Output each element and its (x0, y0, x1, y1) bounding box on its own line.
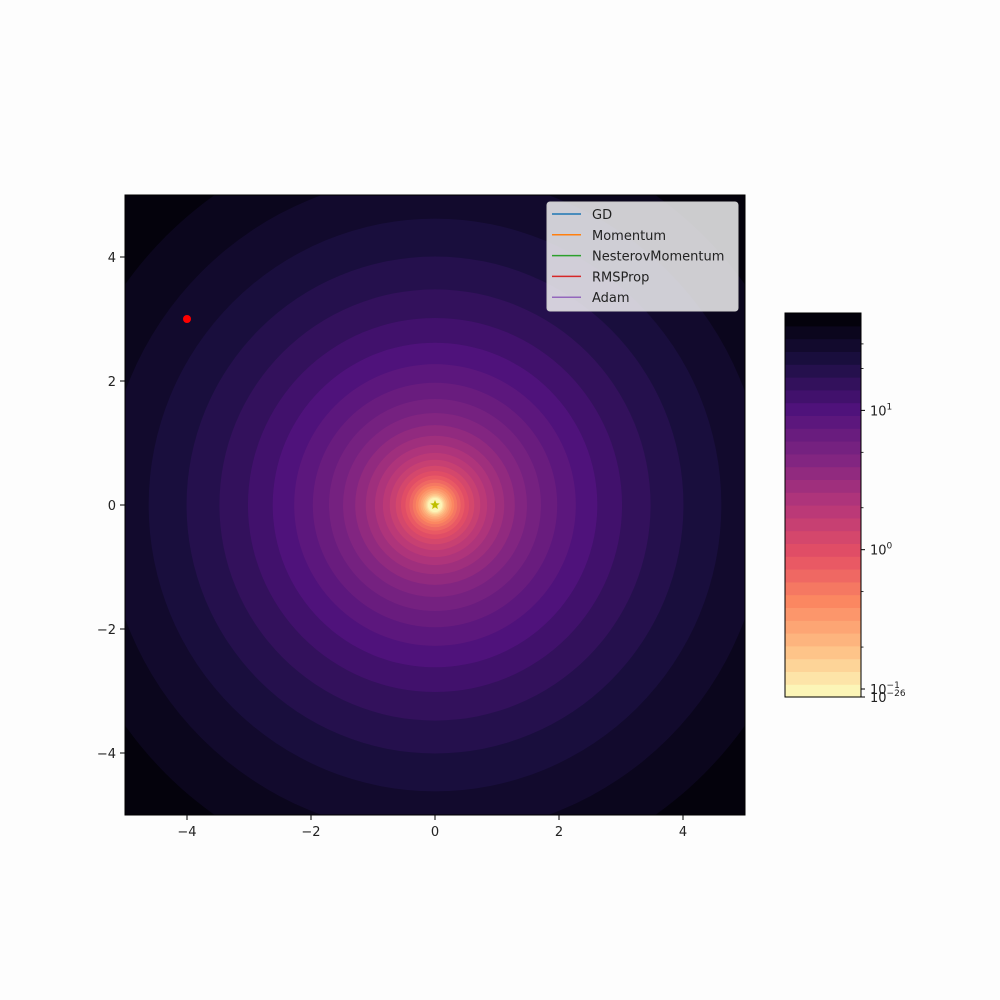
colorbar-band (785, 492, 861, 506)
colorbar-band (785, 364, 861, 378)
axes: −4 −2 0 2 4 −4 −2 0 2 4 (97, 251, 687, 840)
colorbar-band (785, 658, 861, 672)
minimum-star-marker (430, 500, 440, 510)
contour-fills (125, 195, 745, 815)
x-tick-label: 4 (679, 825, 687, 840)
colorbar-band (785, 530, 861, 544)
colorbar-band (785, 633, 861, 647)
legend-label: Momentum (592, 229, 666, 244)
colorbar-band (785, 556, 861, 570)
legend-label: RMSProp (592, 270, 649, 285)
colorbar-band (785, 441, 861, 455)
colorbar-band (785, 389, 861, 404)
markers (183, 315, 440, 510)
colorbar-band (785, 453, 861, 468)
colorbar-band (785, 351, 861, 365)
x-tick-label: −2 (301, 825, 320, 840)
y-tick-label: 4 (108, 251, 116, 266)
y-tick-label: −4 (97, 747, 116, 762)
colorbar-tick-label: 10−1 (870, 681, 900, 698)
colorbar-band (785, 505, 861, 519)
colorbar-band (785, 402, 861, 416)
colorbar-tick-label: 100 (870, 542, 893, 559)
colorbar-tick-label: 10−26 (870, 689, 906, 706)
contour-plot (124, 194, 746, 816)
colorbar-frame (784, 312, 862, 698)
x-tick-label: 0 (431, 825, 439, 840)
legend-label: Adam (592, 291, 630, 306)
colorbar-band (785, 466, 861, 480)
colorbar-band (785, 569, 861, 583)
colorbar-band (785, 671, 861, 685)
colorbar-band (785, 581, 861, 596)
colorbar-band (785, 607, 861, 621)
colorbar-band (785, 684, 861, 698)
colorbar-band (785, 594, 861, 608)
colorbar-band (785, 313, 861, 327)
legend-label: GD (592, 208, 612, 223)
colorbar-band (785, 517, 861, 532)
y-tick-label: −2 (97, 623, 116, 638)
legend: GD Momentum NesterovMomentum RMSProp Adam (546, 201, 739, 312)
y-tick-label: 2 (108, 375, 116, 390)
colorbar-band (785, 415, 861, 429)
colorbar-band (785, 377, 861, 391)
colorbar-band (785, 479, 861, 493)
legend-label: NesterovMomentum (592, 250, 724, 265)
colorbar-band (785, 428, 861, 442)
colorbar-band (785, 543, 861, 557)
colorbar: 101 100 10−110−26 (784, 312, 906, 706)
colorbar-band (785, 338, 861, 352)
legend-box (546, 201, 739, 312)
colorbar-band (785, 620, 861, 634)
y-tick-label: 0 (108, 499, 116, 514)
colorbar-band (785, 325, 861, 340)
start-point-marker (183, 315, 191, 323)
colorbar-tick-label: 101 (870, 402, 892, 419)
x-tick-label: −4 (177, 825, 196, 840)
colorbar-band (785, 645, 861, 660)
x-tick-label: 2 (555, 825, 563, 840)
